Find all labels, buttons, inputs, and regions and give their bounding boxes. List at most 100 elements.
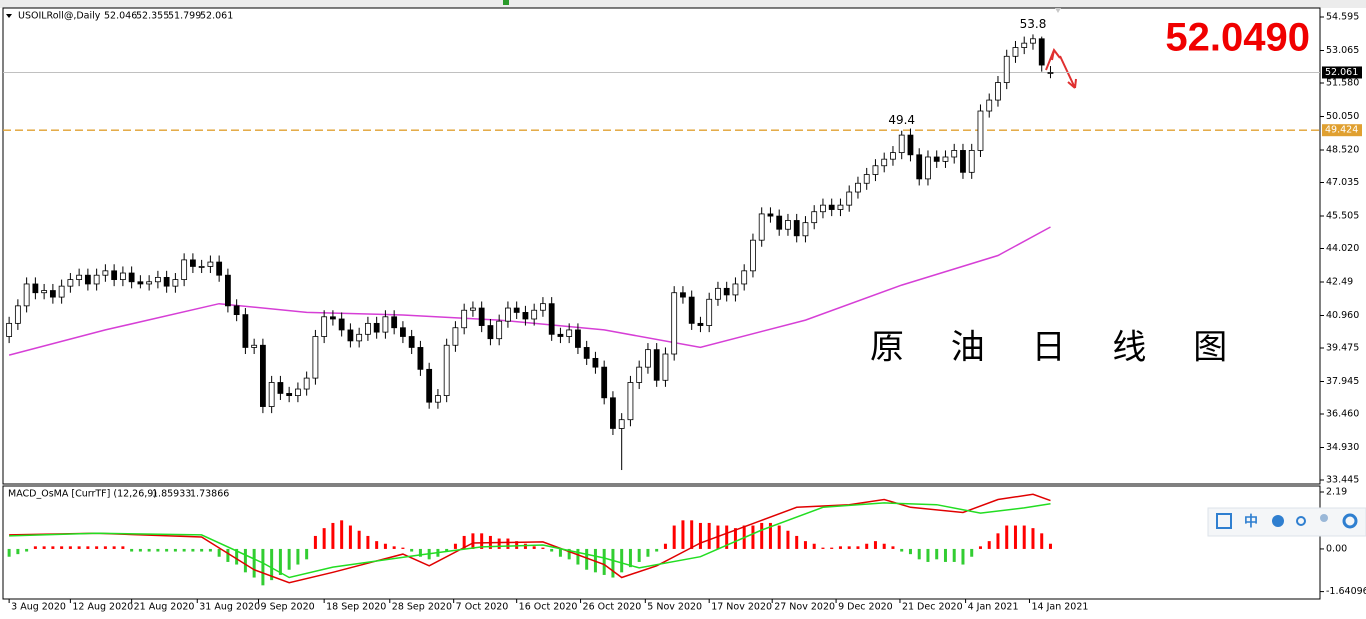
y-tick-label: 33.445 — [1326, 475, 1359, 486]
candle-body — [1047, 72, 1054, 74]
candle-body — [277, 382, 284, 394]
histogram-bar — [996, 533, 1000, 549]
histogram-bar — [121, 546, 125, 549]
candle-body — [697, 322, 704, 326]
y-tick-label: 36.460 — [1326, 408, 1359, 419]
candle-body — [995, 82, 1001, 101]
candle-body — [461, 309, 468, 329]
histogram-bar — [935, 548, 939, 560]
histogram-bar — [480, 533, 484, 549]
histogram-bar — [847, 546, 851, 549]
candle-body — [627, 382, 634, 421]
candle-body — [653, 349, 660, 381]
candle-body — [645, 349, 651, 368]
candle-body — [32, 283, 39, 294]
candle-body — [618, 419, 625, 429]
candle-body — [347, 329, 354, 342]
candle-body — [688, 296, 695, 324]
candle-body — [1012, 47, 1019, 57]
candle-body — [487, 325, 494, 340]
histogram-bar — [873, 541, 877, 549]
histogram-bar — [462, 535, 466, 549]
histogram-bar — [401, 547, 405, 549]
histogram-bar — [978, 546, 982, 549]
candle-body — [408, 336, 415, 348]
candle-body — [828, 204, 835, 210]
candle-body — [855, 182, 861, 193]
histogram-bar — [952, 548, 956, 562]
y-tick-label: 51.580 — [1326, 78, 1359, 89]
main-panel-frame — [2, 7, 1321, 485]
candle-body — [741, 270, 748, 285]
candle-body — [330, 316, 336, 320]
histogram-bar — [165, 548, 169, 552]
candle-body — [216, 261, 223, 276]
histogram-bar — [523, 543, 527, 549]
candle-body — [662, 353, 669, 381]
histogram-bar — [987, 541, 991, 549]
candle-body — [522, 312, 529, 320]
histogram-bar — [453, 543, 457, 549]
candle-body — [76, 274, 83, 280]
candle-body — [435, 395, 441, 403]
x-tick-label: 3 Aug 2020 — [11, 602, 66, 613]
candle-body — [540, 303, 546, 311]
histogram-bar — [1005, 525, 1009, 549]
histogram-bar — [733, 528, 737, 549]
x-tick-label: 31 Aug 2020 — [199, 602, 260, 613]
candle-body — [478, 307, 485, 326]
level-label: 49.424 — [1325, 125, 1358, 136]
candle-body — [111, 270, 118, 280]
y-tick-label: 37.945 — [1326, 376, 1359, 387]
big-price: 52.0490 — [1165, 16, 1310, 60]
histogram-bar — [1031, 528, 1035, 549]
histogram-bar — [77, 546, 81, 549]
candle-body — [706, 298, 713, 326]
candle-body — [767, 213, 774, 217]
candle-body — [23, 283, 30, 307]
signal-value: 1.73866 — [190, 489, 229, 500]
histogram-bar — [830, 547, 834, 549]
histogram-bar — [585, 548, 589, 570]
x-tick-label: 27 Nov 2020 — [774, 602, 835, 613]
toolbar-button[interactable]: 中 — [1244, 513, 1258, 530]
candle-body — [916, 154, 923, 180]
histogram-bar — [68, 546, 72, 549]
histogram-bar — [147, 548, 151, 552]
toolbar-button[interactable] — [1320, 514, 1328, 522]
histogram-bar — [383, 543, 387, 549]
candle-body — [793, 220, 800, 237]
candle-body — [925, 156, 931, 180]
histogram-bar — [270, 548, 274, 581]
y-tick-label: 0.00 — [1326, 543, 1347, 554]
toolbar-button[interactable] — [1342, 513, 1358, 529]
candle-body — [426, 368, 433, 403]
histogram-bar — [1040, 533, 1044, 549]
candle-body — [189, 259, 196, 267]
histogram-bar — [392, 546, 396, 549]
histogram-bar — [497, 538, 501, 549]
candle-body — [837, 204, 844, 210]
histogram-bar — [1048, 543, 1052, 549]
candle-body — [776, 215, 783, 230]
histogram-bar — [261, 548, 265, 586]
y-tick-label: 48.520 — [1326, 144, 1359, 155]
toolbar-button[interactable] — [1272, 515, 1284, 527]
histogram-bar — [305, 548, 309, 560]
toolbar-button[interactable] — [1296, 516, 1306, 526]
toolbar-button[interactable] — [1216, 513, 1232, 529]
histogram-bar — [655, 548, 659, 552]
candle-body — [846, 191, 853, 206]
candle-body — [907, 134, 914, 156]
indicator-line — [9, 493, 1051, 584]
histogram-bar — [970, 548, 974, 557]
ohlc-high: 52.355 — [136, 11, 169, 22]
candle-body — [723, 287, 730, 296]
candle-body — [84, 274, 91, 285]
candle-body — [356, 333, 363, 342]
ohlc-open: 52.046 — [104, 11, 137, 22]
histogram-bar — [287, 548, 291, 570]
candle-body — [951, 150, 958, 158]
histogram-bar — [620, 548, 624, 573]
histogram-bar — [226, 548, 230, 562]
